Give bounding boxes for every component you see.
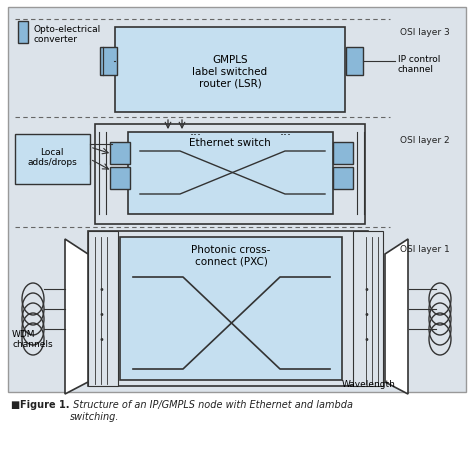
Text: •: • (363, 309, 369, 319)
Bar (95, 125, 365, 225)
Bar (333, 168, 353, 189)
Text: ■: ■ (10, 399, 19, 409)
Text: •: • (363, 334, 369, 344)
Text: OSI layer 2: OSI layer 2 (400, 136, 450, 144)
Text: Structure of an IP/GMPLS node with Ethernet and lambda
switching.: Structure of an IP/GMPLS node with Ether… (70, 399, 353, 421)
Text: •: • (98, 284, 104, 294)
Text: Figure 1.: Figure 1. (20, 399, 70, 409)
Bar (100, 48, 117, 76)
Bar (110, 143, 130, 165)
Polygon shape (385, 239, 408, 394)
Text: OSI layer 1: OSI layer 1 (400, 244, 450, 253)
Polygon shape (65, 239, 88, 394)
Bar (333, 143, 353, 165)
Text: OSI layer 3: OSI layer 3 (400, 28, 450, 37)
Bar (110, 168, 130, 189)
Text: GMPLS
label switched
router (LSR): GMPLS label switched router (LSR) (192, 55, 267, 88)
Text: Wavelength: Wavelength (342, 379, 396, 388)
Bar (88, 232, 118, 386)
Bar (353, 232, 383, 386)
Bar (128, 133, 333, 214)
Text: Photonic cross-
connect (PXC): Photonic cross- connect (PXC) (191, 244, 271, 266)
Bar (8, 8, 466, 392)
Bar (115, 28, 345, 113)
Text: Ethernet switch: Ethernet switch (189, 138, 271, 148)
Text: •: • (98, 334, 104, 344)
Bar (18, 22, 28, 44)
Text: •: • (363, 284, 369, 294)
Text: Local
adds/drops: Local adds/drops (27, 148, 77, 167)
Text: IP control
channel: IP control channel (398, 55, 440, 74)
Text: Opto-electrical
converter: Opto-electrical converter (33, 25, 100, 44)
Bar (88, 232, 368, 386)
Text: ...: ... (280, 125, 292, 138)
Text: WDM
channels: WDM channels (12, 329, 53, 349)
Bar (15, 135, 90, 185)
Bar (120, 238, 342, 380)
Text: •: • (98, 309, 104, 319)
Text: ...: ... (190, 125, 202, 138)
Bar (346, 48, 363, 76)
